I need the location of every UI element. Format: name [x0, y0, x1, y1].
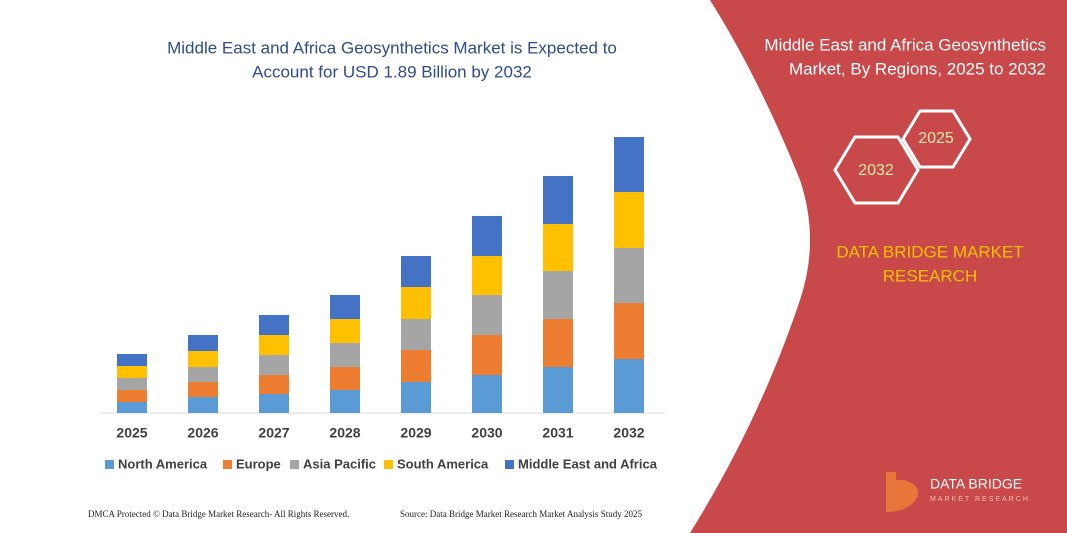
x-tick-label: 2030: [471, 425, 502, 441]
panel-title: Market, By Regions, 2025 to 2032: [789, 59, 1046, 78]
bar-segment: [117, 390, 147, 402]
bar-segment: [117, 366, 147, 378]
bar-segment: [259, 375, 289, 394]
brand-text: DATA BRIDGE MARKET: [836, 242, 1023, 261]
bar-segment: [472, 375, 502, 413]
bar-segment: [401, 382, 431, 413]
footer-right: Source: Data Bridge Market Research Mark…: [400, 509, 642, 519]
bar-segment: [259, 355, 289, 375]
legend-label: North America: [118, 456, 208, 471]
x-tick-label: 2025: [116, 425, 147, 441]
legend-swatch: [384, 460, 393, 469]
hexagon: [901, 109, 972, 169]
bar-segment: [543, 271, 573, 319]
legend-swatch: [505, 460, 514, 469]
bar-segment: [330, 343, 360, 367]
bar-segment: [188, 367, 218, 382]
bar-segment: [259, 335, 289, 355]
bar-segment: [117, 354, 147, 366]
bar-segment: [614, 303, 644, 359]
chart-title: Account for USD 1.89 Billion by 2032: [252, 62, 532, 81]
hexagon-label: 2025: [918, 130, 954, 147]
bar-segment: [472, 216, 502, 256]
bar-segment: [472, 295, 502, 335]
legend-label: South America: [397, 456, 489, 471]
bar-segment: [543, 224, 573, 271]
bar-segment: [330, 367, 360, 390]
x-tick-label: 2027: [258, 425, 289, 441]
bar-segment: [614, 359, 644, 413]
bar-segment: [188, 335, 218, 351]
bar-segment: [401, 287, 431, 319]
bar-segment: [117, 378, 147, 390]
bar-segment: [543, 367, 573, 413]
x-tick-label: 2032: [613, 425, 644, 441]
legend-label: Middle East and Africa: [518, 456, 658, 471]
bar-segment: [188, 382, 218, 397]
bar-segment: [472, 335, 502, 375]
bar-segment: [472, 256, 502, 295]
bar-segment: [188, 351, 218, 367]
x-tick-label: 2026: [187, 425, 218, 441]
panel-title: Middle East and Africa Geosynthetics: [764, 35, 1046, 54]
red-panel: [690, 0, 1067, 533]
bar-segment: [330, 295, 360, 319]
bar-segment: [614, 248, 644, 303]
bar-segment: [330, 390, 360, 413]
brand-text: RESEARCH: [883, 266, 977, 285]
x-tick-label: 2028: [329, 425, 360, 441]
hexagon-label: 2032: [858, 162, 894, 179]
bar-segment: [259, 394, 289, 413]
legend-label: Europe: [236, 456, 281, 471]
bar-segment: [117, 402, 147, 413]
legend-swatch: [223, 460, 232, 469]
logo-icon: [886, 472, 919, 512]
x-tick-label: 2031: [542, 425, 573, 441]
legend-label: Asia Pacific: [303, 456, 376, 471]
bar-segment: [401, 319, 431, 350]
bar-segment: [188, 397, 218, 413]
bar-segment: [614, 192, 644, 248]
bar-segment: [330, 319, 360, 343]
hexagon: [833, 135, 920, 205]
bar-segment: [614, 137, 644, 192]
bar-segment: [401, 256, 431, 287]
legend-swatch: [290, 460, 299, 469]
bar-segment: [543, 319, 573, 367]
bar-segment: [259, 315, 289, 335]
bar-segment: [401, 350, 431, 382]
chart-title: Middle East and Africa Geosynthetics Mar…: [167, 38, 617, 57]
footer-left: DMCA Protected © Data Bridge Market Rese…: [88, 509, 349, 519]
logo-subtext: MARKET RESEARCH: [930, 496, 1030, 503]
legend-swatch: [105, 460, 114, 469]
bar-segment: [543, 176, 573, 224]
x-tick-label: 2029: [400, 425, 431, 441]
logo-text: DATA BRIDGE: [930, 476, 1022, 492]
